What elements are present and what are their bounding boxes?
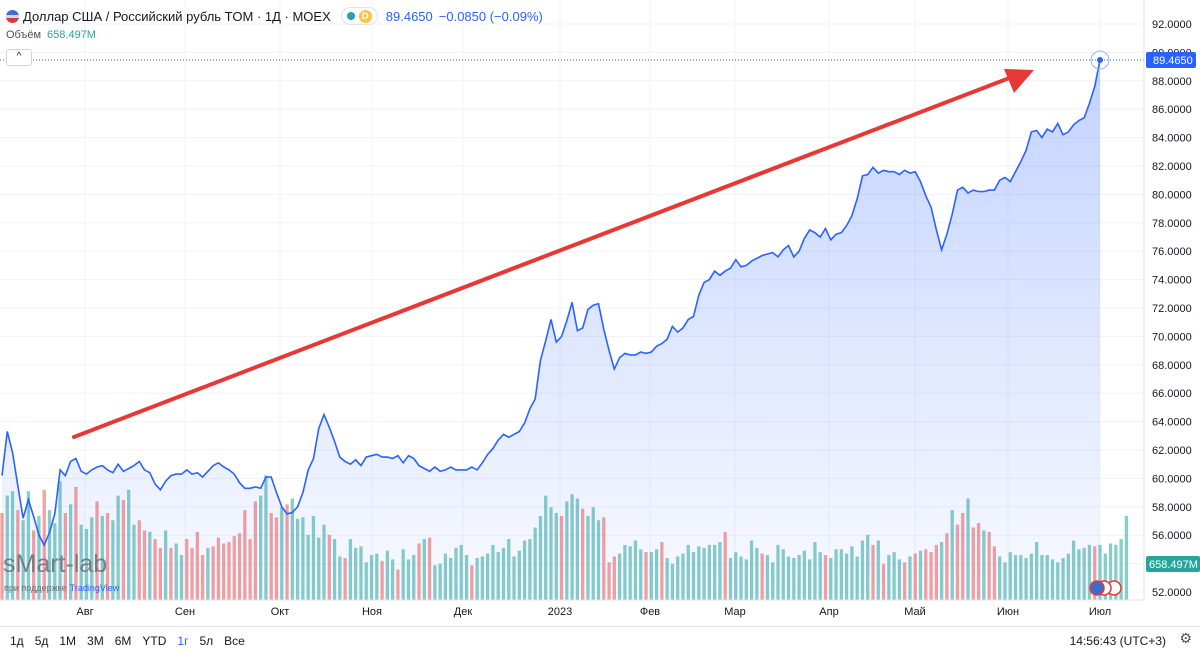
y-tick-label: 84.0000 <box>1152 133 1192 145</box>
y-tick-label: 76.0000 <box>1152 246 1192 258</box>
x-tick-label: Окт <box>271 606 290 618</box>
price-scale[interactable]: 52.000054.000056.000058.000060.000062.00… <box>1152 19 1192 599</box>
powered-by: при поддержке TradingView <box>4 583 119 593</box>
y-tick-label: 62.0000 <box>1152 445 1192 457</box>
range-1М[interactable]: 1М <box>59 634 77 648</box>
volume-bar <box>0 513 4 600</box>
y-tick-label: 56.0000 <box>1152 530 1192 542</box>
y-tick-label: 92.0000 <box>1152 19 1192 31</box>
volume-label: Объём <box>6 29 42 41</box>
last-price: 89.4650 <box>385 8 433 24</box>
last-point <box>1097 56 1103 63</box>
powered-label: при поддержке <box>4 583 67 593</box>
price-change: −0.0850 (−0.09%) <box>438 8 543 24</box>
volume-bar <box>1103 553 1107 600</box>
y-tick-label: 74.0000 <box>1152 275 1192 287</box>
range-1д[interactable]: 1д <box>10 634 24 648</box>
market-open-icon <box>346 12 355 20</box>
x-tick-label: Июл <box>1089 606 1111 618</box>
price-line <box>1 59 1101 547</box>
y-tick-label: 82.0000 <box>1152 161 1192 173</box>
volume-bar <box>1119 539 1123 600</box>
x-tick-label: Апр <box>819 606 838 618</box>
tradingview-logo[interactable]: TradingView <box>69 583 120 593</box>
y-tick-label: 64.0000 <box>1152 417 1192 429</box>
price-area <box>2 60 1100 600</box>
x-tick-label: Май <box>904 606 926 618</box>
range-YTD[interactable]: YTD <box>142 634 167 648</box>
x-tick-label: Июн <box>997 606 1019 618</box>
bottom-toolbar: 1д 5д 1М 3М 6М YTD 1г 5л Все 14:56:43 (UTC+3) ⚙ <box>0 626 1200 652</box>
y-tick-label: 52.0000 <box>1152 587 1192 599</box>
x-tick-label: Дек <box>454 606 473 618</box>
time-scale[interactable]: Авг Сен Окт Ноя Дек 2023 Фев Мар Апр Май Июн Июл <box>76 606 1111 618</box>
x-tick-label: Фев <box>640 606 660 618</box>
range-5д[interactable]: 5д <box>34 634 49 648</box>
collapse-legend-button[interactable]: ^ <box>6 49 32 66</box>
volume-value: 658.497M <box>47 29 96 41</box>
clock[interactable]: 14:56:43 (UTC+3) <box>1069 634 1166 648</box>
volume-bar <box>1114 544 1118 600</box>
volume-last-label: 658.497M <box>1149 559 1198 571</box>
y-tick-label: 72.0000 <box>1152 303 1192 315</box>
currency-flags-icon <box>1089 580 1122 596</box>
range-3М[interactable]: 3М <box>87 634 104 648</box>
y-tick-label: 66.0000 <box>1152 388 1192 400</box>
volume-bar <box>1108 543 1113 600</box>
status-pill[interactable]: D <box>340 7 378 25</box>
x-tick-label: Авг <box>76 606 93 618</box>
y-tick-label: 60.0000 <box>1152 473 1192 485</box>
range-6М[interactable]: 6М <box>114 634 132 648</box>
x-tick-label: Сен <box>175 606 195 618</box>
symbol-title[interactable]: Доллар США / Российский рубль TOM · 1Д ·… <box>23 8 331 24</box>
x-tick-label: Ноя <box>362 606 382 618</box>
x-tick-label: Мар <box>724 606 746 618</box>
delayed-badge: D <box>358 9 372 23</box>
last-price-label: 89.4650 <box>1153 55 1193 67</box>
volume-bar <box>1124 515 1129 600</box>
last-point-halo <box>1090 50 1110 70</box>
range-selector: 1д 5д 1М 3М 6М YTD 1г 5л Все <box>10 634 245 648</box>
range-5л[interactable]: 5л <box>199 634 214 648</box>
last-price-tag: 89.4650 <box>1146 51 1196 68</box>
y-tick-label: 58.0000 <box>1152 502 1192 514</box>
y-tick-label: 68.0000 <box>1152 360 1192 372</box>
usd-rub-flag-icon <box>6 9 19 23</box>
chart-header: Доллар США / Российский рубль TOM · 1Д ·… <box>6 7 543 25</box>
volume-legend: Объём 658.497M <box>6 29 96 41</box>
y-tick-label: 78.0000 <box>1152 218 1192 230</box>
range-Все[interactable]: Все <box>224 634 245 648</box>
y-tick-label: 88.0000 <box>1152 76 1192 88</box>
y-tick-label: 70.0000 <box>1152 331 1192 343</box>
trend-arrow <box>72 69 1034 439</box>
y-tick-label: 86.0000 <box>1152 104 1192 116</box>
range-1г[interactable]: 1г <box>177 634 189 648</box>
volume-tag: 658.497M <box>1146 556 1200 572</box>
watermark: sMart-lab <box>3 550 108 578</box>
gear-icon[interactable]: ⚙ <box>1179 630 1192 646</box>
chart[interactable]: 52.000054.000056.000058.000060.000062.00… <box>0 0 1200 626</box>
x-tick-label: 2023 <box>548 606 572 618</box>
y-tick-label: 80.0000 <box>1152 189 1192 201</box>
